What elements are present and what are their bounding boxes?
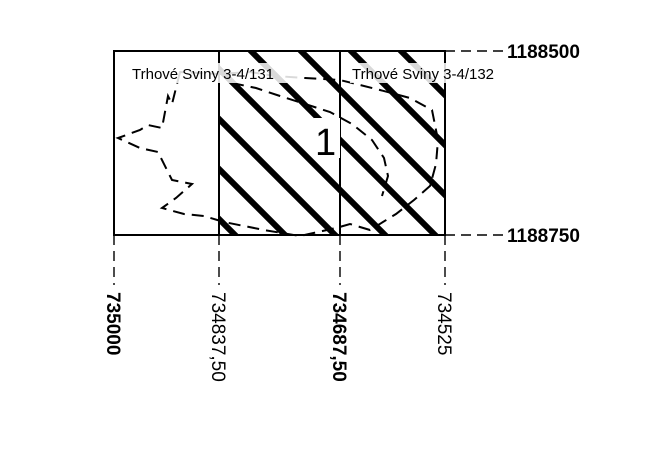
- x-coord-3: 734687,50: [328, 292, 349, 382]
- sheet-label-131: Trhové Sviny 3-4/131: [132, 66, 274, 83]
- x-coord-4: 734525: [433, 292, 454, 355]
- coordinate-leaders: [113, 50, 504, 285]
- y-coord-bottom: 1188750: [507, 226, 580, 247]
- y-coord-top: 1188500: [507, 42, 580, 63]
- cadastral-boundary: [115, 70, 440, 238]
- x-coord-1: 735000: [102, 292, 123, 355]
- area-number-label: 1: [315, 122, 336, 164]
- hatched-area: [219, 51, 445, 235]
- cadastral-boundary-inner: [231, 82, 390, 197]
- sheet-label-132: Trhové Sviny 3-4/132: [352, 66, 494, 83]
- x-coord-2: 734837,50: [207, 292, 228, 382]
